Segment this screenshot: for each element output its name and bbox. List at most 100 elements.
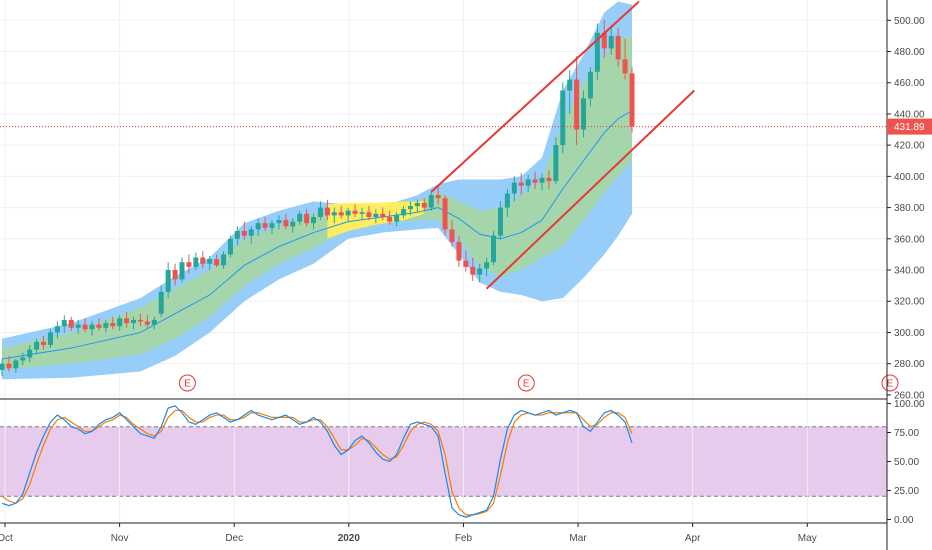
earnings-marker-label: E (184, 379, 191, 390)
candle-body (456, 241, 462, 261)
candle-body (27, 349, 33, 358)
price-tick-label: 360.00 (894, 234, 925, 245)
time-tick-label: May (798, 533, 817, 544)
oscillator-pane[interactable] (0, 398, 887, 524)
candle-body (539, 177, 545, 183)
candles (0, 20, 635, 377)
earnings-marker-label: E (523, 379, 530, 390)
last-price-tag (887, 118, 932, 135)
candle-body (352, 210, 358, 214)
candle-body (463, 260, 469, 267)
candle-body (297, 213, 303, 222)
price-tick-label: 280.00 (894, 359, 925, 370)
candle-body (380, 213, 386, 217)
candle-body (414, 202, 420, 207)
candle-body (518, 182, 524, 186)
time-tick-label: Mar (569, 533, 587, 544)
candle-body (221, 254, 227, 266)
time-tick-label: Dec (225, 533, 243, 544)
candle-body (158, 291, 164, 314)
candle-body (0, 363, 5, 370)
candle-body (172, 270, 178, 280)
candle-body (304, 213, 310, 224)
bands (2, 1, 632, 380)
last-price-label: 431.89 (894, 122, 925, 133)
candle-body (560, 90, 566, 146)
candle-body (394, 215, 400, 222)
candle-body (366, 212, 372, 217)
price-tick-label: 400.00 (894, 172, 925, 183)
candle-body (89, 324, 95, 330)
candle-body (193, 257, 199, 267)
candle-body (41, 341, 47, 345)
oscillator-tick-label: 50.00 (894, 457, 919, 468)
candle-body (331, 212, 337, 216)
price-tick-label: 380.00 (894, 203, 925, 214)
time-axis[interactable]: Oct Nov Dec 2020 Feb Mar Apr May (0, 523, 817, 544)
candle-body (615, 35, 621, 60)
candle-body (401, 209, 407, 216)
candle-body (68, 319, 74, 328)
candle-body (387, 216, 393, 222)
candle-body (449, 229, 455, 242)
candle-body (567, 79, 573, 91)
time-tick-label: Nov (111, 533, 129, 544)
candle-body (110, 323, 116, 327)
oscillator-tick-label: 100.00 (894, 399, 925, 410)
candle-body (234, 230, 240, 239)
candle-body (311, 216, 317, 224)
price-tick-label: 420.00 (894, 141, 925, 152)
candle-body (131, 319, 137, 324)
candle-body (144, 321, 150, 325)
candle-body (207, 259, 213, 264)
candle-body (435, 195, 441, 199)
candle-body (484, 262, 490, 269)
candle-body (428, 195, 434, 208)
candle-body (629, 73, 635, 127)
candle-body (373, 213, 379, 217)
candle-body (137, 319, 143, 322)
candle-body (324, 207, 330, 216)
earnings-marker (517, 374, 535, 392)
oscillator-axis[interactable]: 0.00 25.00 50.00 75.00 100.00 (887, 399, 925, 526)
candle-body (96, 324, 102, 328)
candle-body (504, 193, 510, 208)
time-tick-label: Apr (685, 533, 701, 544)
candle-body (61, 319, 67, 327)
candle-body (546, 177, 552, 182)
price-axis[interactable]: 260.00 280.00 300.00 320.00 340.00 360.00 380.… (886, 0, 932, 550)
candle-body (581, 98, 587, 130)
earnings-marker-label: E (887, 379, 894, 390)
candle-body (601, 32, 607, 49)
candle-body (34, 341, 40, 350)
candle-body (276, 220, 282, 224)
time-tick-label: Feb (455, 533, 473, 544)
candle-body (525, 179, 531, 186)
channel-line (430, 0, 640, 193)
oscillator-tick-label: 0.00 (894, 515, 914, 526)
channel-line (485, 89, 695, 290)
candle-body (75, 324, 81, 328)
candle-body (200, 257, 206, 264)
price-tick-label: 320.00 (894, 297, 925, 308)
candle-body (179, 262, 185, 280)
candle-body (20, 357, 26, 361)
candle-body (359, 212, 365, 214)
candle-body (255, 223, 261, 230)
candle-body (622, 59, 628, 74)
time-tick-label: Oct (0, 533, 13, 544)
candle-body (511, 182, 517, 194)
candle-body (6, 363, 12, 369)
candle-body (491, 235, 497, 263)
price-tick-label: 480.00 (894, 47, 925, 58)
candle-body (317, 207, 323, 217)
candle-body (214, 259, 220, 266)
candle-body (532, 179, 538, 183)
oscillator (0, 398, 887, 524)
candle-body (13, 360, 19, 369)
candle-body (283, 220, 289, 227)
candle-body (290, 221, 296, 227)
candle-body (421, 202, 427, 208)
